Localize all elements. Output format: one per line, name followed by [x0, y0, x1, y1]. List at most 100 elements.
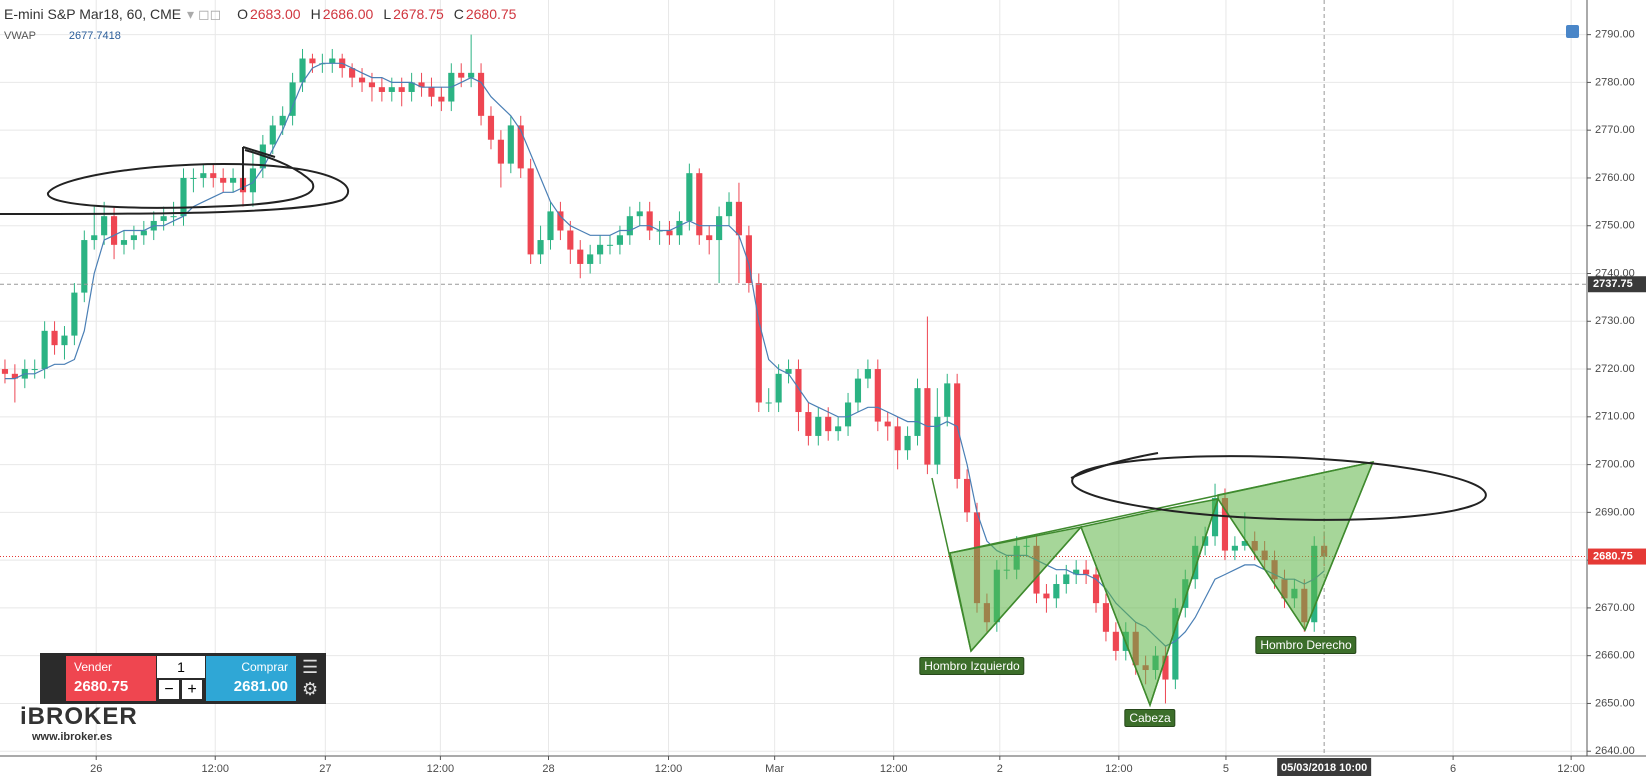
- candle-body: [458, 72, 465, 78]
- candle-body: [557, 211, 564, 231]
- candle-body: [547, 211, 554, 241]
- candle-body: [81, 240, 88, 293]
- candle-body: [1231, 545, 1238, 551]
- candle-body: [1073, 569, 1080, 575]
- sell-button[interactable]: Vender 2680.75: [66, 656, 156, 701]
- candle-body: [378, 87, 385, 92]
- candle-body: [249, 168, 257, 193]
- time-axis-bg: [0, 756, 1646, 779]
- candle-body: [1211, 498, 1219, 537]
- candle-body: [41, 330, 48, 370]
- candle-body: [438, 96, 445, 102]
- candle-body: [805, 412, 812, 436]
- symbol-header: E-mini S&P Mar18, 60, CME ▾ ◻◻ O 2683.00 H…: [4, 6, 528, 23]
- candle-body: [587, 254, 594, 264]
- y-tick-label: 2700.00: [1595, 458, 1635, 470]
- buy-button[interactable]: Comprar 2681.00: [206, 656, 296, 701]
- y-tick-label: 2720.00: [1595, 363, 1635, 375]
- sell-price: 2680.75: [74, 678, 129, 695]
- candle-body: [51, 330, 58, 346]
- candle-body: [110, 216, 118, 245]
- y-tick-label: 2790.00: [1595, 29, 1635, 41]
- candle-body: [91, 235, 98, 241]
- candle-body: [616, 235, 623, 245]
- candle-body: [517, 125, 524, 169]
- scale-button[interactable]: [1566, 25, 1579, 38]
- x-tick-label: 6: [1450, 763, 1456, 775]
- candle-body: [537, 240, 544, 255]
- candle-body: [646, 211, 653, 231]
- candle-body: [140, 230, 147, 236]
- sell-label: Vender: [74, 660, 113, 674]
- hand-drawn-ellipse: [1071, 455, 1487, 521]
- candle-body: [775, 373, 782, 403]
- decrease-button[interactable]: −: [159, 680, 179, 699]
- candle-body: [725, 201, 733, 217]
- y-tick-label: 2710.00: [1595, 411, 1635, 423]
- candle-body: [468, 72, 475, 78]
- x-tick-label: 12:00: [427, 763, 455, 775]
- candle-body: [269, 125, 276, 145]
- candle-body: [795, 369, 802, 413]
- settings-button[interactable]: ⚙: [302, 679, 319, 699]
- candle-body: [160, 216, 167, 221]
- candle-body: [626, 216, 633, 236]
- x-tick-label: 27: [319, 763, 331, 775]
- candle-body: [1063, 574, 1070, 585]
- candle-body: [398, 87, 405, 92]
- candle-body: [1202, 536, 1209, 546]
- drawings: [0, 146, 1487, 708]
- candle-body: [835, 426, 842, 432]
- candle-body: [289, 82, 296, 116]
- candle-body: [864, 369, 871, 379]
- candle-body: [408, 82, 415, 92]
- menu-button[interactable]: ☰: [302, 657, 319, 677]
- ohlc-key: O: [237, 6, 248, 22]
- buy-price: 2681.00: [233, 678, 288, 695]
- x-tick-label: 12:00: [1105, 763, 1133, 775]
- candle-body: [1043, 593, 1050, 599]
- candle-body: [606, 244, 614, 246]
- neckline: [949, 461, 1374, 554]
- y-tick-label: 2670.00: [1595, 602, 1635, 614]
- increase-button[interactable]: +: [182, 680, 202, 699]
- ohlc-key: H: [310, 6, 321, 22]
- candle-body: [230, 177, 237, 183]
- candle-body: [71, 292, 78, 336]
- candle-body: [825, 416, 832, 432]
- candle-body: [527, 168, 534, 255]
- last-price-tag: [1588, 548, 1646, 565]
- quantity-input[interactable]: 1: [157, 656, 205, 678]
- candle-body: [755, 283, 762, 403]
- candle-body: [686, 173, 693, 221]
- crosshair-y-tag: [1588, 276, 1646, 293]
- candle-body: [567, 230, 574, 250]
- ohlc-key: L: [383, 6, 392, 22]
- candle-body: [279, 115, 286, 126]
- indicator-header: VWAP 2677.7418: [4, 30, 121, 42]
- candle-body: [428, 87, 435, 97]
- candle-body: [884, 421, 891, 427]
- pattern-shape: [1079, 498, 1220, 708]
- pattern-label: Hombro Derecho: [1255, 636, 1357, 654]
- brand-logo: iBROKER: [20, 703, 138, 730]
- candle-body: [418, 82, 425, 88]
- pattern-shape: [949, 525, 1084, 653]
- y-tick-label: 2650.00: [1595, 697, 1635, 709]
- ohlc-values: O 2683.00 H 2686.00 L 2678.75 C 2680.75: [237, 6, 526, 22]
- hand-drawn-stroke: [242, 146, 276, 190]
- candle-body: [696, 173, 703, 236]
- y-tick-label: 2640.00: [1595, 745, 1635, 757]
- ohlc-value: 2680.75: [465, 6, 517, 22]
- candle-body: [200, 173, 207, 178]
- candle-body: [11, 373, 18, 379]
- candle-body: [101, 216, 108, 236]
- indicator-name: VWAP: [4, 30, 36, 42]
- candle-body: [1102, 603, 1110, 632]
- x-tick-label: Mar: [765, 763, 784, 775]
- buy-label: Comprar: [241, 660, 288, 674]
- candle-body: [1162, 655, 1169, 680]
- x-tick-label: 12:00: [201, 763, 229, 775]
